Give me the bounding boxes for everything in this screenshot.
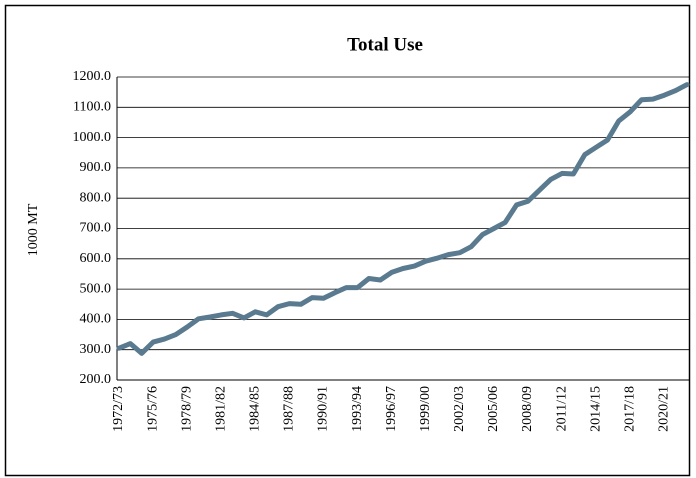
y-tick-label: 400.0 bbox=[80, 312, 112, 327]
x-tick-label: 2017/18 bbox=[622, 386, 637, 432]
y-tick-label: 900.0 bbox=[80, 160, 112, 175]
x-tick-label: 1978/79 bbox=[179, 386, 194, 432]
x-tick-label: 2005/06 bbox=[486, 386, 501, 432]
y-tick-label: 300.0 bbox=[80, 342, 112, 357]
x-tick-label: 2008/09 bbox=[520, 386, 535, 432]
x-tick-label: 2002/03 bbox=[452, 386, 467, 432]
x-tick-label: 2014/15 bbox=[588, 386, 603, 432]
y-tick-label: 500.0 bbox=[80, 281, 112, 296]
y-tick-label: 600.0 bbox=[80, 251, 112, 266]
x-tick-label: 1993/94 bbox=[350, 386, 365, 432]
x-tick-label: 1975/76 bbox=[145, 386, 160, 432]
x-tick-label: 1990/91 bbox=[316, 386, 331, 432]
x-tick-label: 2020/21 bbox=[656, 386, 671, 432]
y-tick-label: 700.0 bbox=[80, 221, 112, 236]
y-tick-label: 200.0 bbox=[80, 372, 112, 387]
data-line bbox=[116, 82, 690, 356]
y-tick-label: 1100.0 bbox=[73, 100, 111, 115]
chart-border bbox=[4, 4, 691, 477]
x-tick-label: 2011/12 bbox=[554, 386, 569, 431]
x-tick-label: 1972/73 bbox=[111, 386, 126, 432]
x-tick-label: 1981/82 bbox=[213, 386, 228, 432]
x-tick-label: 1984/85 bbox=[248, 386, 263, 432]
y-tick-label: 800.0 bbox=[80, 190, 112, 205]
x-tick-label: 1999/00 bbox=[418, 386, 433, 432]
y-tick-label: 1000.0 bbox=[73, 130, 112, 145]
x-tick-label: 1987/88 bbox=[282, 386, 297, 432]
chart-title: Total Use bbox=[347, 34, 423, 55]
y-tick-label: 1200.0 bbox=[73, 69, 112, 84]
y-axis-label: 1000 MT bbox=[26, 203, 41, 256]
x-tick-label: 1996/97 bbox=[384, 386, 399, 432]
